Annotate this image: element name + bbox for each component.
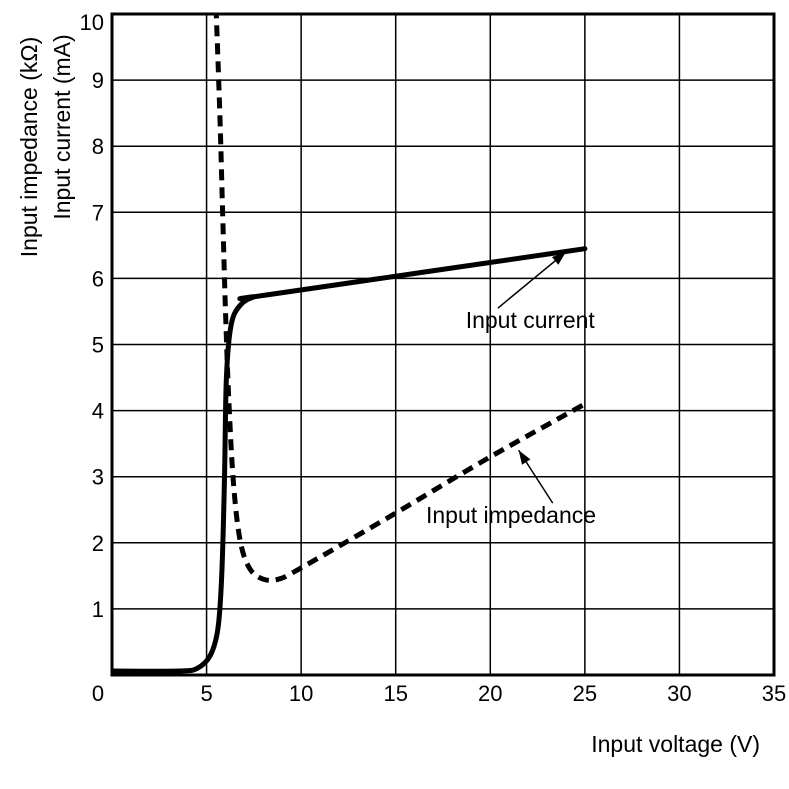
y-tick-label: 10 — [80, 10, 104, 35]
plot-frame — [110, 12, 776, 677]
annotation-arrow-line — [497, 251, 567, 309]
x-tick-label: 10 — [289, 681, 313, 706]
annotations: Input current Input impedance — [426, 251, 596, 528]
y-axis-label-current: Input current (mA) — [49, 34, 75, 219]
series-line-input-current — [112, 246, 588, 674]
y-tick-label: 2 — [92, 531, 104, 556]
x-tick-label: 15 — [383, 681, 407, 706]
y-tick-label: 1 — [92, 597, 104, 622]
tick-labels: 0 5 10 15 20 25 30 35 1 2 3 4 5 6 7 8 9 10 — [80, 10, 787, 706]
annotation-label: Input impedance — [426, 502, 596, 528]
x-tick-label: 30 — [667, 681, 691, 706]
y-tick-label: 3 — [92, 465, 104, 490]
y-tick-label: 8 — [92, 134, 104, 159]
y-tick-label: 9 — [92, 68, 104, 93]
x-tick-label: 0 — [92, 681, 104, 706]
x-axis-label: Input voltage (V) — [591, 731, 760, 757]
y-tick-label: 5 — [92, 333, 104, 358]
x-tick-label: 5 — [200, 681, 212, 706]
annotation-arrowhead — [518, 450, 531, 465]
y-axis-label-impedance: Input impedance (kΩ) — [16, 37, 42, 257]
x-tick-label: 20 — [478, 681, 502, 706]
y-tick-label: 7 — [92, 200, 104, 225]
x-tick-label: 35 — [762, 681, 786, 706]
annotation-label: Input current — [466, 307, 596, 333]
y-tick-label: 4 — [92, 399, 104, 424]
x-tick-label: 25 — [573, 681, 597, 706]
annotation-arrowhead — [551, 251, 566, 265]
series-layer — [112, 14, 588, 674]
y-tick-label: 6 — [92, 266, 104, 291]
series-line-input-impedance — [213, 14, 587, 583]
